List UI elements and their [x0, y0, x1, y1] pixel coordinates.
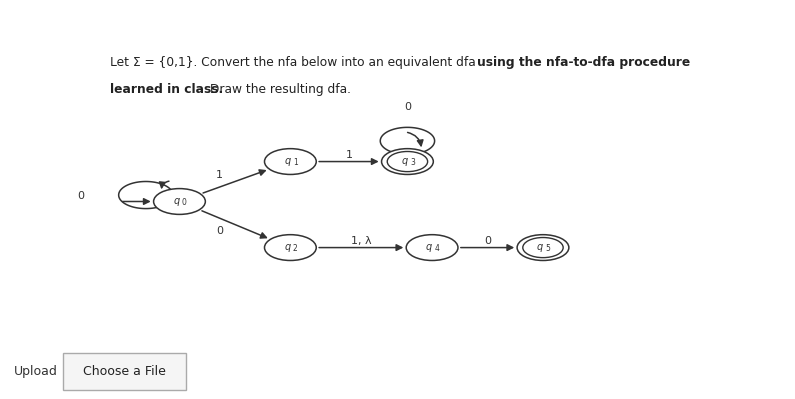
- Text: 0: 0: [404, 103, 411, 113]
- Text: 1: 1: [216, 170, 223, 180]
- Text: 0: 0: [484, 236, 491, 246]
- Text: 0: 0: [78, 192, 84, 201]
- Text: Draw the resulting dfa.: Draw the resulting dfa.: [206, 83, 351, 96]
- Circle shape: [265, 149, 316, 174]
- Text: Choose a File: Choose a File: [83, 365, 166, 377]
- Text: Let Σ = {0,1}. Convert the nfa below into an equivalent dfa: Let Σ = {0,1}. Convert the nfa below int…: [111, 55, 480, 69]
- Circle shape: [153, 189, 205, 214]
- Circle shape: [382, 149, 433, 174]
- Circle shape: [265, 235, 316, 261]
- Circle shape: [406, 235, 458, 261]
- Text: 0: 0: [216, 226, 223, 236]
- Text: 1: 1: [345, 150, 352, 160]
- Text: q: q: [401, 156, 408, 166]
- Text: q: q: [537, 242, 543, 252]
- Text: 2: 2: [293, 244, 297, 253]
- Text: Upload: Upload: [14, 365, 58, 377]
- Text: q: q: [173, 196, 180, 205]
- Text: learned in class.: learned in class.: [111, 83, 223, 96]
- Text: 1: 1: [293, 158, 297, 167]
- Text: 5: 5: [545, 244, 550, 253]
- Text: 0: 0: [182, 198, 187, 207]
- Circle shape: [517, 235, 569, 261]
- Text: 4: 4: [435, 244, 440, 253]
- Text: q: q: [284, 156, 290, 166]
- Text: q: q: [426, 242, 432, 252]
- Text: 3: 3: [410, 158, 415, 167]
- Text: using the nfa-to-dfa procedure: using the nfa-to-dfa procedure: [477, 55, 690, 69]
- Text: q: q: [284, 242, 290, 252]
- Text: 1, λ: 1, λ: [351, 236, 371, 246]
- FancyBboxPatch shape: [63, 353, 186, 389]
